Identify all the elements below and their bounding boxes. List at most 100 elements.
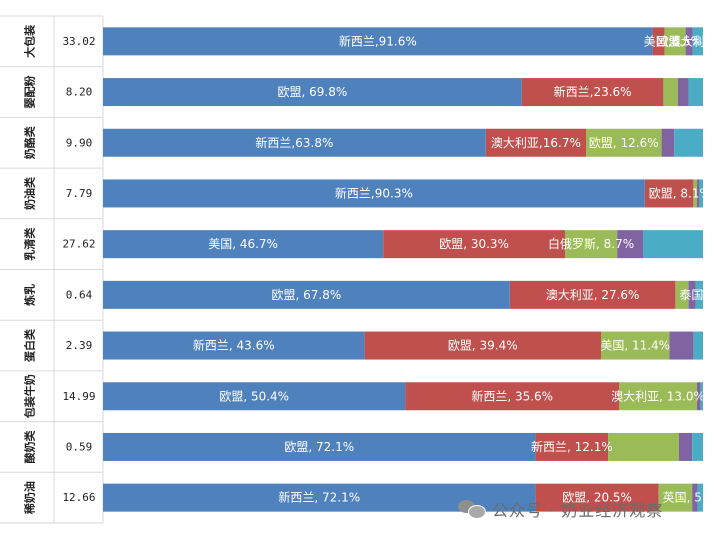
bar-segment bbox=[509, 280, 676, 309]
bar-segment bbox=[679, 432, 693, 461]
bar-segment bbox=[692, 432, 703, 461]
bar-segment bbox=[664, 27, 686, 56]
data-label: 欧盟, 20.5% bbox=[562, 491, 632, 505]
data-label: 新西兰, 72.1% bbox=[278, 490, 360, 505]
bar-segment bbox=[103, 432, 536, 461]
category-label: 奶油类 bbox=[23, 176, 37, 210]
bar-segment bbox=[674, 128, 703, 157]
category-label: 大包装 bbox=[23, 25, 37, 58]
data-label: 澳大利亚 bbox=[669, 34, 717, 48]
bar-segment bbox=[535, 432, 609, 461]
total-value: 8.20 bbox=[66, 86, 93, 99]
wechat-icon bbox=[458, 498, 486, 520]
bar-segment bbox=[692, 483, 698, 512]
bar-segment bbox=[663, 78, 678, 107]
data-label: 欧盟, 69.8% bbox=[278, 85, 348, 99]
bar-segment bbox=[619, 382, 697, 411]
bar-segment bbox=[601, 331, 670, 360]
category-label: 乳清类 bbox=[23, 227, 37, 261]
data-label: 澳大利亚,16.7% bbox=[491, 136, 581, 150]
bar-segment bbox=[103, 280, 510, 309]
bar-segment bbox=[103, 179, 645, 208]
bar-segment bbox=[693, 331, 703, 360]
total-value: 12.66 bbox=[62, 491, 95, 504]
category-label: 包装牛奶 bbox=[23, 374, 37, 419]
data-label: 欧盟, 39.4% bbox=[448, 339, 518, 353]
total-value: 9.90 bbox=[66, 136, 93, 149]
category-label: 奶酪类 bbox=[23, 125, 37, 159]
total-value: 0.59 bbox=[66, 440, 93, 453]
bar-segment bbox=[565, 230, 618, 259]
bar-segment bbox=[669, 331, 694, 360]
data-label: 新西兰,90.3% bbox=[335, 185, 413, 200]
bar-segment bbox=[658, 483, 693, 512]
bar-segment bbox=[586, 128, 662, 157]
data-label: 欧盟, 50.4% bbox=[219, 389, 289, 403]
bar-segment bbox=[693, 179, 697, 208]
bar-segment bbox=[535, 483, 659, 512]
total-value: 7.79 bbox=[66, 187, 93, 200]
bar-segment bbox=[644, 179, 694, 208]
category-label: 蛋白类 bbox=[23, 328, 37, 362]
bar-segment bbox=[103, 382, 406, 411]
data-label: 澳大利亚, 13.0% bbox=[611, 389, 705, 403]
data-label: 英国, 5.6% bbox=[663, 491, 719, 505]
category-label: 酸奶类 bbox=[23, 429, 37, 463]
bar-segment bbox=[608, 432, 679, 461]
total-value: 27.62 bbox=[62, 238, 95, 251]
total-value: 0.64 bbox=[66, 288, 93, 301]
category-label: 稀奶油 bbox=[23, 481, 37, 514]
bar-segment bbox=[485, 128, 586, 157]
bar-segment bbox=[103, 27, 653, 56]
data-label: 欧盟, 30.3% bbox=[439, 237, 509, 251]
data-label: 泰国, 2.2% bbox=[679, 288, 719, 302]
data-label: 欧盟, 67.8% bbox=[272, 288, 342, 302]
data-label: 新西兰, 35.6% bbox=[471, 388, 553, 403]
bar-segment bbox=[692, 27, 703, 56]
data-label: 美国, 11.4% bbox=[600, 339, 670, 353]
bar-segment bbox=[688, 280, 696, 309]
data-label: 新西兰, 43.6% bbox=[193, 338, 275, 353]
bar-segment bbox=[103, 78, 522, 107]
bar-segment bbox=[383, 230, 565, 259]
bar-segment bbox=[405, 382, 619, 411]
bar-segment bbox=[652, 27, 665, 56]
data-label: 白俄罗斯, 8.7% bbox=[548, 236, 634, 251]
data-label: 新西兰,23.6% bbox=[554, 84, 632, 99]
bar-segment bbox=[103, 331, 365, 360]
bar-segment bbox=[688, 78, 703, 107]
data-label: 新西兰,91.6% bbox=[339, 33, 417, 48]
bar-segment bbox=[695, 280, 703, 309]
bar-segment bbox=[700, 382, 703, 411]
bar-segment bbox=[617, 230, 643, 259]
bar-segment bbox=[675, 280, 689, 309]
bar-segment bbox=[677, 78, 689, 107]
watermark-text: 公众号 · 奶业经济观察 bbox=[492, 501, 664, 520]
watermark: 公众号 · 奶业经济观察 bbox=[458, 494, 663, 524]
bar-segment bbox=[643, 230, 703, 259]
total-value: 33.02 bbox=[62, 35, 95, 48]
data-label: 美国,8.5% bbox=[644, 34, 702, 48]
data-label: 欧盟, 8.1% bbox=[649, 186, 711, 200]
bar-segment bbox=[103, 230, 384, 259]
total-value: 2.39 bbox=[66, 339, 93, 352]
data-label: 美国, 46.7% bbox=[208, 237, 278, 251]
bar-segment bbox=[697, 483, 703, 512]
bar-segment bbox=[697, 179, 700, 208]
bar-segment bbox=[364, 331, 601, 360]
category-label: 炼乳 bbox=[23, 284, 37, 306]
bar-segment bbox=[661, 128, 675, 157]
data-label: 新西兰,63.8% bbox=[255, 135, 333, 150]
data-label: 新西兰, 12.1% bbox=[531, 439, 613, 454]
data-label: 欧盟, 12.6% bbox=[589, 136, 659, 150]
bar-segment bbox=[697, 382, 701, 411]
bar-segment bbox=[103, 128, 486, 157]
data-label: 欧盟, 72.1% bbox=[284, 440, 354, 454]
total-value: 14.99 bbox=[62, 390, 95, 403]
bar-segment bbox=[521, 78, 664, 107]
bar-segment bbox=[699, 179, 703, 208]
data-label: 澳大利亚, 27.6% bbox=[546, 288, 640, 302]
bar-segment bbox=[685, 27, 693, 56]
category-label: 婴配粉 bbox=[23, 76, 37, 109]
